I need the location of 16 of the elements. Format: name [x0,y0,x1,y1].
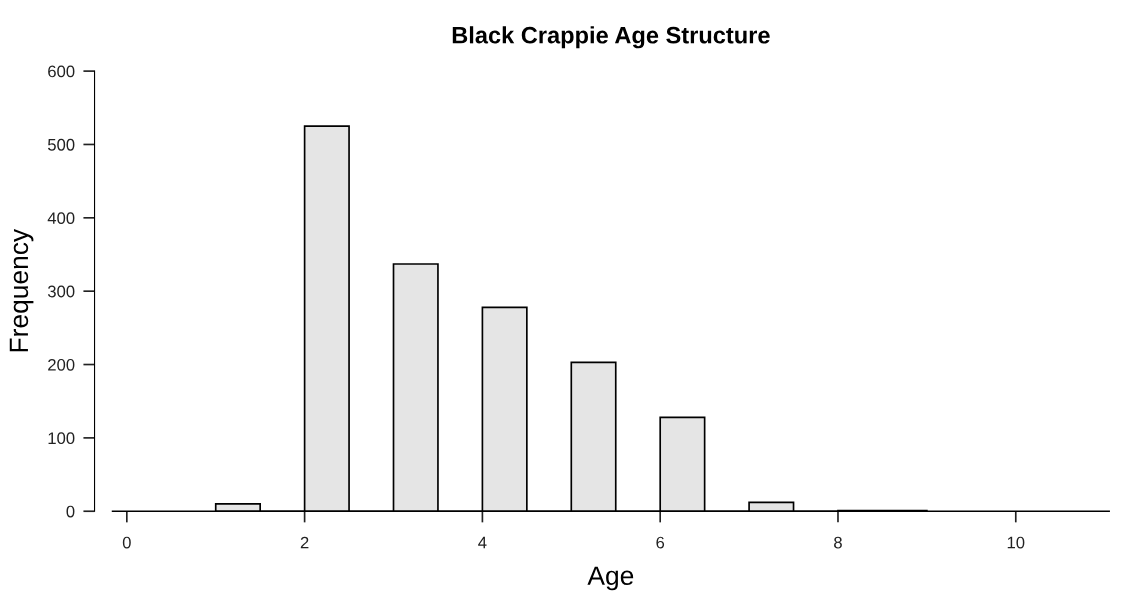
x-tick-label: 10 [1007,536,1025,549]
x-tick-label: 8 [834,536,842,549]
y-tick-label: 500 [47,138,75,151]
y-tick-label: 300 [47,285,75,298]
x-tick-label: 2 [300,536,309,549]
x-axis-title: Age [587,566,634,591]
y-tick-label: 200 [48,358,75,371]
y-tick-label: 600 [48,65,75,78]
y-axis-title: Frequency [9,228,34,352]
y-tick-label: 100 [48,432,75,445]
x-tick-label: 4 [478,536,487,549]
x-tick-label: 6 [656,536,665,549]
y-tick-label: 0 [66,505,75,518]
x-tick-label: 0 [122,536,131,549]
y-tick-label: 400 [47,212,75,225]
chart-title: Black Crappie Age Structure [452,26,770,49]
